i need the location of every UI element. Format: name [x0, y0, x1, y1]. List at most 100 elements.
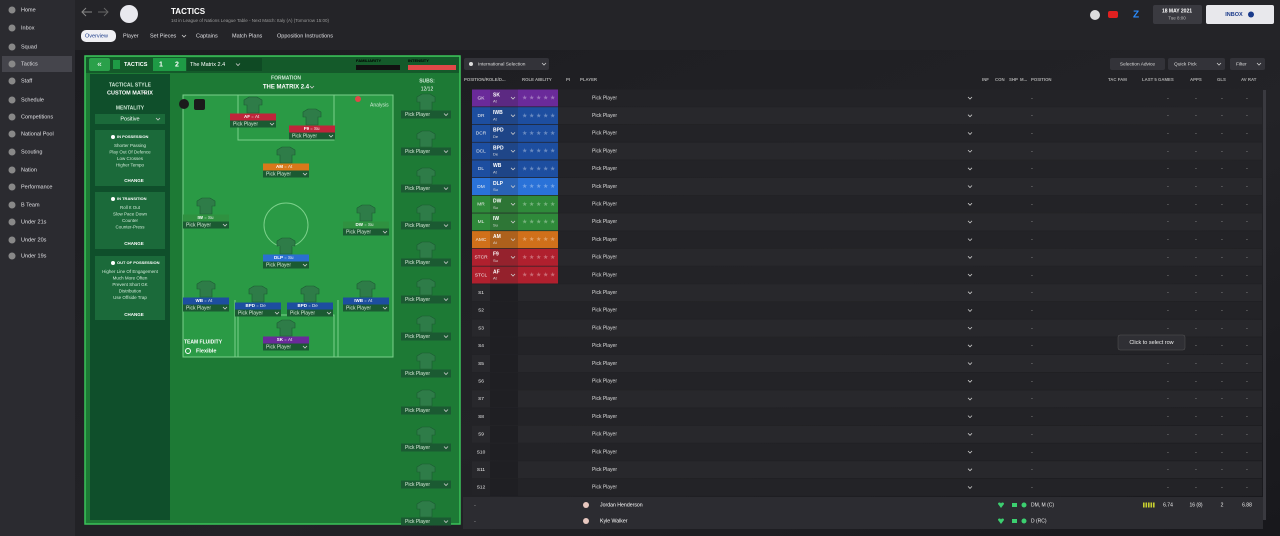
table-row[interactable]	[472, 425, 1262, 443]
pick-player[interactable]: Pick Player	[592, 467, 617, 473]
player-picker[interactable]	[235, 309, 281, 317]
pick-player[interactable]: Pick Player	[592, 113, 617, 119]
table-row[interactable]	[472, 284, 1262, 302]
table-row[interactable]	[472, 478, 1262, 496]
table-row[interactable]	[472, 319, 1262, 337]
tab[interactable]: Opposition Instructions	[277, 33, 333, 39]
button-label[interactable]: International Selection	[478, 61, 526, 67]
table-row[interactable]	[472, 337, 1262, 355]
tab[interactable]: Captains	[196, 33, 218, 39]
pick-player[interactable]: Pick Player	[592, 361, 617, 367]
table-row[interactable]	[472, 107, 1262, 125]
pick-player[interactable]: Pick Player	[592, 449, 617, 455]
pick-player[interactable]: Pick Player	[592, 290, 617, 296]
nav-item[interactable]: Nation	[21, 167, 37, 173]
column-header[interactable]: PI	[566, 77, 570, 82]
pick-player[interactable]: Pick Player	[592, 131, 617, 137]
tactic-dropdown[interactable]	[187, 58, 262, 71]
player-picker[interactable]	[263, 343, 309, 351]
button-label[interactable]: Filter	[1236, 61, 1247, 67]
player-picker[interactable]	[263, 170, 309, 178]
tab[interactable]: Player	[123, 33, 139, 39]
sub-picker[interactable]	[401, 184, 451, 193]
table-row[interactable]	[472, 266, 1262, 284]
table-row[interactable]	[472, 231, 1262, 249]
button-label[interactable]: Selection Advice	[1120, 61, 1156, 67]
nav-item[interactable]: Under 19s	[21, 253, 47, 259]
column-header[interactable]: GLS	[1217, 77, 1226, 82]
sub-picker[interactable]	[401, 221, 451, 230]
nav-item[interactable]: B Team	[21, 202, 40, 208]
nav-item[interactable]: Scouting	[21, 149, 42, 155]
tab[interactable]: Overview	[85, 33, 108, 39]
change-button[interactable]: CHANGE	[124, 178, 144, 183]
selection-dropdown[interactable]	[464, 58, 549, 70]
column-header[interactable]: POSITION/ROLE/D...	[464, 77, 506, 82]
nav-item[interactable]: Staff	[21, 78, 33, 84]
button-label[interactable]: Quick Pick	[1174, 61, 1197, 67]
inbox-button[interactable]	[1206, 5, 1274, 24]
table-row[interactable]	[472, 461, 1262, 479]
pick-player[interactable]: Pick Player	[592, 485, 617, 491]
column-header[interactable]: APPS	[1190, 77, 1202, 82]
mentality-dropdown[interactable]	[95, 114, 165, 124]
slot[interactable]: 1	[159, 61, 163, 68]
nav-item[interactable]: Home	[21, 7, 36, 13]
change-button[interactable]: CHANGE	[124, 312, 144, 317]
player-picker[interactable]	[343, 228, 389, 236]
player-picker[interactable]	[230, 120, 276, 128]
pick-player[interactable]: Pick Player	[592, 432, 617, 438]
nav-item[interactable]: Inbox	[21, 25, 35, 31]
column-header[interactable]: M...	[1020, 77, 1027, 82]
table-row[interactable]	[472, 89, 1262, 107]
pick-player[interactable]: Pick Player	[592, 325, 617, 331]
pick-player[interactable]: Pick Player	[592, 219, 617, 225]
sub-picker[interactable]	[401, 369, 451, 378]
nav-item[interactable]: Competitions	[21, 114, 53, 120]
info-icon[interactable]	[179, 99, 189, 109]
sub-picker[interactable]	[401, 147, 451, 156]
sub-picker[interactable]	[401, 480, 451, 489]
player-row[interactable]	[463, 513, 1263, 529]
pick-player[interactable]: Pick Player	[592, 396, 617, 402]
pick-player[interactable]: Pick Player	[592, 95, 617, 101]
chart-icon[interactable]	[194, 99, 205, 110]
nav-item[interactable]: Tactics	[21, 61, 38, 67]
pick-player[interactable]: Pick Player	[592, 272, 617, 278]
slot[interactable]: 2	[175, 61, 179, 68]
pick-player[interactable]: Pick Player	[592, 343, 617, 349]
advice-button[interactable]	[1110, 58, 1165, 70]
column-header[interactable]: POSITION	[1031, 77, 1052, 82]
tab[interactable]: Set Pieces	[150, 33, 177, 39]
sub-picker[interactable]	[401, 332, 451, 341]
nav-item[interactable]: Squad	[21, 44, 37, 50]
table-row[interactable]	[472, 248, 1262, 266]
sub-picker[interactable]	[401, 295, 451, 304]
table-row[interactable]	[472, 355, 1262, 372]
collapse-button[interactable]	[89, 58, 110, 71]
column-header[interactable]: ROLE ABILITY	[522, 77, 552, 82]
pick-player[interactable]: Pick Player	[592, 202, 617, 208]
table-row[interactable]	[472, 160, 1262, 178]
player-picker[interactable]	[289, 132, 335, 140]
change-button[interactable]: CHANGE	[124, 241, 144, 246]
pick-player[interactable]: Pick Player	[592, 414, 617, 420]
slot-switch[interactable]	[153, 58, 186, 71]
nav-item[interactable]: Under 21s	[21, 219, 47, 225]
column-header[interactable]: TAC FAM	[1108, 77, 1127, 82]
pick-player[interactable]: Pick Player	[592, 148, 617, 154]
player-row[interactable]	[463, 497, 1263, 513]
table-row[interactable]	[472, 142, 1262, 160]
sub-picker[interactable]	[401, 110, 451, 119]
sub-picker[interactable]	[401, 406, 451, 415]
column-header[interactable]: PLAYER	[580, 77, 598, 82]
sub-picker[interactable]	[401, 443, 451, 452]
table-row[interactable]	[472, 124, 1262, 142]
column-header[interactable]: LAST 5 GAMES	[1142, 77, 1174, 82]
table-row[interactable]	[472, 390, 1262, 408]
sub-picker[interactable]	[401, 258, 451, 267]
table-row[interactable]	[472, 213, 1262, 231]
quick-pick-button[interactable]	[1168, 58, 1225, 70]
pick-player[interactable]: Pick Player	[592, 255, 617, 261]
tab[interactable]: Match Plans	[232, 33, 263, 39]
